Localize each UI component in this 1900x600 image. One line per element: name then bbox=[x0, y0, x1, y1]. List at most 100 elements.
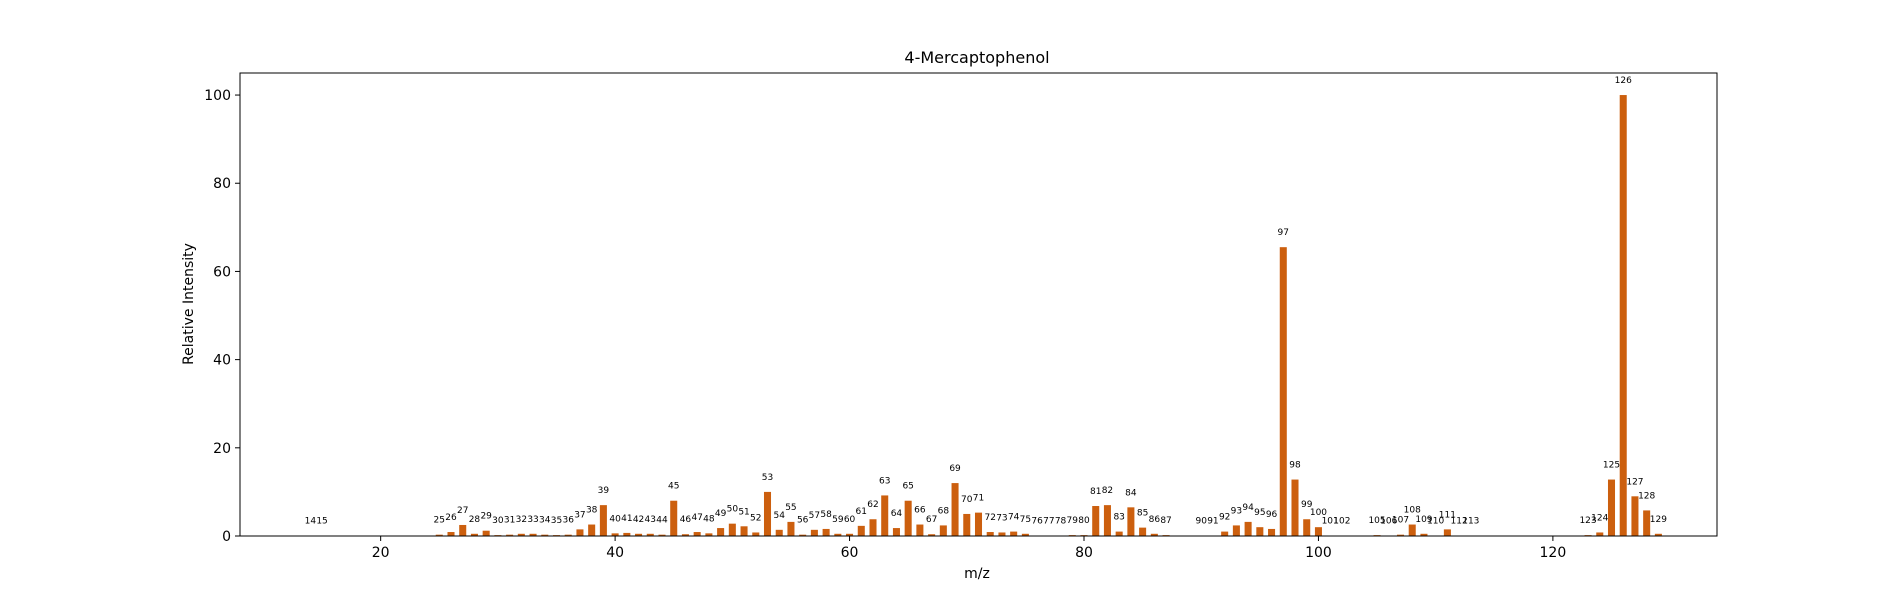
bar-mz-66 bbox=[916, 524, 924, 536]
x-tick-label-60: 60 bbox=[841, 545, 859, 561]
bar-label-mz-33: 33 bbox=[527, 515, 538, 525]
bar-mz-27 bbox=[459, 524, 467, 536]
bar-mz-44 bbox=[658, 534, 666, 536]
bar-mz-81 bbox=[1092, 506, 1100, 536]
bar-mz-94 bbox=[1244, 521, 1252, 536]
bar-label-mz-101: 101 bbox=[1322, 517, 1339, 527]
bar-label-mz-34: 34 bbox=[539, 516, 551, 526]
bar-mz-48 bbox=[705, 533, 713, 536]
bar-label-mz-123: 123 bbox=[1579, 516, 1596, 526]
bar-mz-108 bbox=[1408, 524, 1416, 536]
bar-label-mz-80: 80 bbox=[1078, 516, 1090, 526]
x-tick-label-80: 80 bbox=[1075, 545, 1093, 561]
bar-mz-51 bbox=[740, 526, 748, 536]
bar-label-mz-31: 31 bbox=[504, 516, 515, 526]
y-tick-label-0: 0 bbox=[222, 529, 231, 545]
bar-mz-61 bbox=[857, 525, 865, 536]
bars-group bbox=[306, 95, 1662, 537]
bar-label-mz-25: 25 bbox=[434, 516, 445, 526]
bar-label-mz-48: 48 bbox=[703, 514, 715, 524]
x-tick-label-20: 20 bbox=[372, 545, 390, 561]
bar-label-mz-106: 106 bbox=[1380, 517, 1397, 527]
bar-label-mz-84: 84 bbox=[1125, 488, 1137, 498]
bar-label-mz-112: 112 bbox=[1451, 517, 1468, 527]
bar-mz-84 bbox=[1127, 507, 1135, 536]
bar-mz-72 bbox=[986, 532, 994, 536]
bar-label-mz-58: 58 bbox=[820, 510, 832, 520]
bar-mz-47 bbox=[693, 532, 701, 536]
bar-label-mz-73: 73 bbox=[996, 513, 1007, 523]
bar-label-mz-100: 100 bbox=[1310, 508, 1327, 518]
bar-mz-68 bbox=[939, 525, 947, 536]
bar-label-mz-53: 53 bbox=[762, 473, 773, 483]
bar-label-mz-109: 109 bbox=[1415, 515, 1432, 525]
bar-label-mz-61: 61 bbox=[856, 507, 867, 517]
bar-label-mz-64: 64 bbox=[891, 509, 903, 519]
bar-mz-58 bbox=[822, 528, 830, 536]
bar-label-mz-55: 55 bbox=[785, 503, 796, 513]
bar-label-mz-67: 67 bbox=[926, 515, 937, 525]
bar-mz-109 bbox=[1420, 533, 1428, 536]
bar-mz-125 bbox=[1607, 479, 1616, 536]
bar-label-mz-50: 50 bbox=[727, 505, 739, 515]
bar-label-mz-93: 93 bbox=[1231, 506, 1242, 516]
bar-label-mz-99: 99 bbox=[1301, 500, 1313, 510]
bar-mz-50 bbox=[728, 523, 736, 536]
bar-label-mz-15: 15 bbox=[316, 517, 327, 527]
bar-label-mz-57: 57 bbox=[809, 511, 820, 521]
bar-mz-25 bbox=[435, 534, 443, 536]
bar-mz-86 bbox=[1150, 533, 1158, 536]
bar-label-mz-49: 49 bbox=[715, 509, 727, 519]
bar-mz-41 bbox=[623, 532, 631, 536]
bar-label-mz-46: 46 bbox=[680, 515, 692, 525]
x-axis-label: m/z bbox=[964, 566, 990, 582]
bar-mz-71 bbox=[974, 512, 983, 536]
bar-label-mz-52: 52 bbox=[750, 513, 761, 523]
bar-mz-55 bbox=[787, 521, 795, 536]
bar-mz-124 bbox=[1596, 532, 1604, 536]
y-tick-label-100: 100 bbox=[204, 88, 231, 104]
bar-label-mz-45: 45 bbox=[668, 482, 679, 492]
x-tick-label-120: 120 bbox=[1540, 545, 1567, 561]
bar-mz-107 bbox=[1396, 534, 1405, 536]
bar-label-mz-62: 62 bbox=[867, 500, 878, 510]
bar-label-mz-69: 69 bbox=[949, 464, 961, 474]
bar-label-mz-26: 26 bbox=[445, 513, 457, 523]
bar-label-mz-91: 91 bbox=[1207, 517, 1218, 527]
bar-mz-64 bbox=[892, 528, 900, 536]
bar-label-mz-70: 70 bbox=[961, 495, 973, 505]
bar-label-mz-44: 44 bbox=[656, 516, 668, 526]
bar-label-mz-128: 128 bbox=[1638, 491, 1655, 501]
bar-mz-111 bbox=[1443, 529, 1451, 536]
bar-label-mz-111: 111 bbox=[1439, 510, 1456, 520]
bar-mz-46 bbox=[681, 534, 689, 536]
bar-label-mz-126: 126 bbox=[1615, 76, 1632, 86]
bar-label-mz-81: 81 bbox=[1090, 487, 1101, 497]
bar-label-mz-54: 54 bbox=[773, 511, 785, 521]
bar-label-mz-40: 40 bbox=[609, 514, 621, 524]
bar-label-mz-75: 75 bbox=[1020, 515, 1031, 525]
bar-mz-92 bbox=[1221, 531, 1229, 536]
bar-mz-60 bbox=[846, 533, 854, 536]
bar-label-mz-63: 63 bbox=[879, 476, 890, 486]
bar-label-mz-127: 127 bbox=[1626, 477, 1643, 487]
bar-mz-28 bbox=[470, 533, 478, 536]
bar-label-mz-71: 71 bbox=[973, 494, 984, 504]
bar-label-mz-29: 29 bbox=[480, 512, 492, 522]
bar-mz-37 bbox=[576, 529, 584, 536]
bar-label-mz-37: 37 bbox=[574, 510, 585, 520]
x-axis: 20 40 60 80 100 120 bbox=[372, 536, 1567, 561]
bar-label-mz-74: 74 bbox=[1008, 513, 1020, 523]
bar-mz-39 bbox=[599, 505, 607, 536]
bar-mz-129 bbox=[1654, 533, 1662, 536]
bar-mz-31 bbox=[506, 534, 514, 536]
bar-mz-34 bbox=[541, 534, 549, 536]
bar-mz-70 bbox=[963, 513, 971, 536]
bar-label-mz-39: 39 bbox=[598, 486, 610, 496]
bar-mz-93 bbox=[1232, 525, 1240, 536]
bar-label-mz-87: 87 bbox=[1160, 516, 1171, 526]
bar-label-mz-129: 129 bbox=[1650, 515, 1667, 525]
bar-mz-33 bbox=[529, 533, 537, 536]
bar-label-mz-82: 82 bbox=[1102, 486, 1113, 496]
